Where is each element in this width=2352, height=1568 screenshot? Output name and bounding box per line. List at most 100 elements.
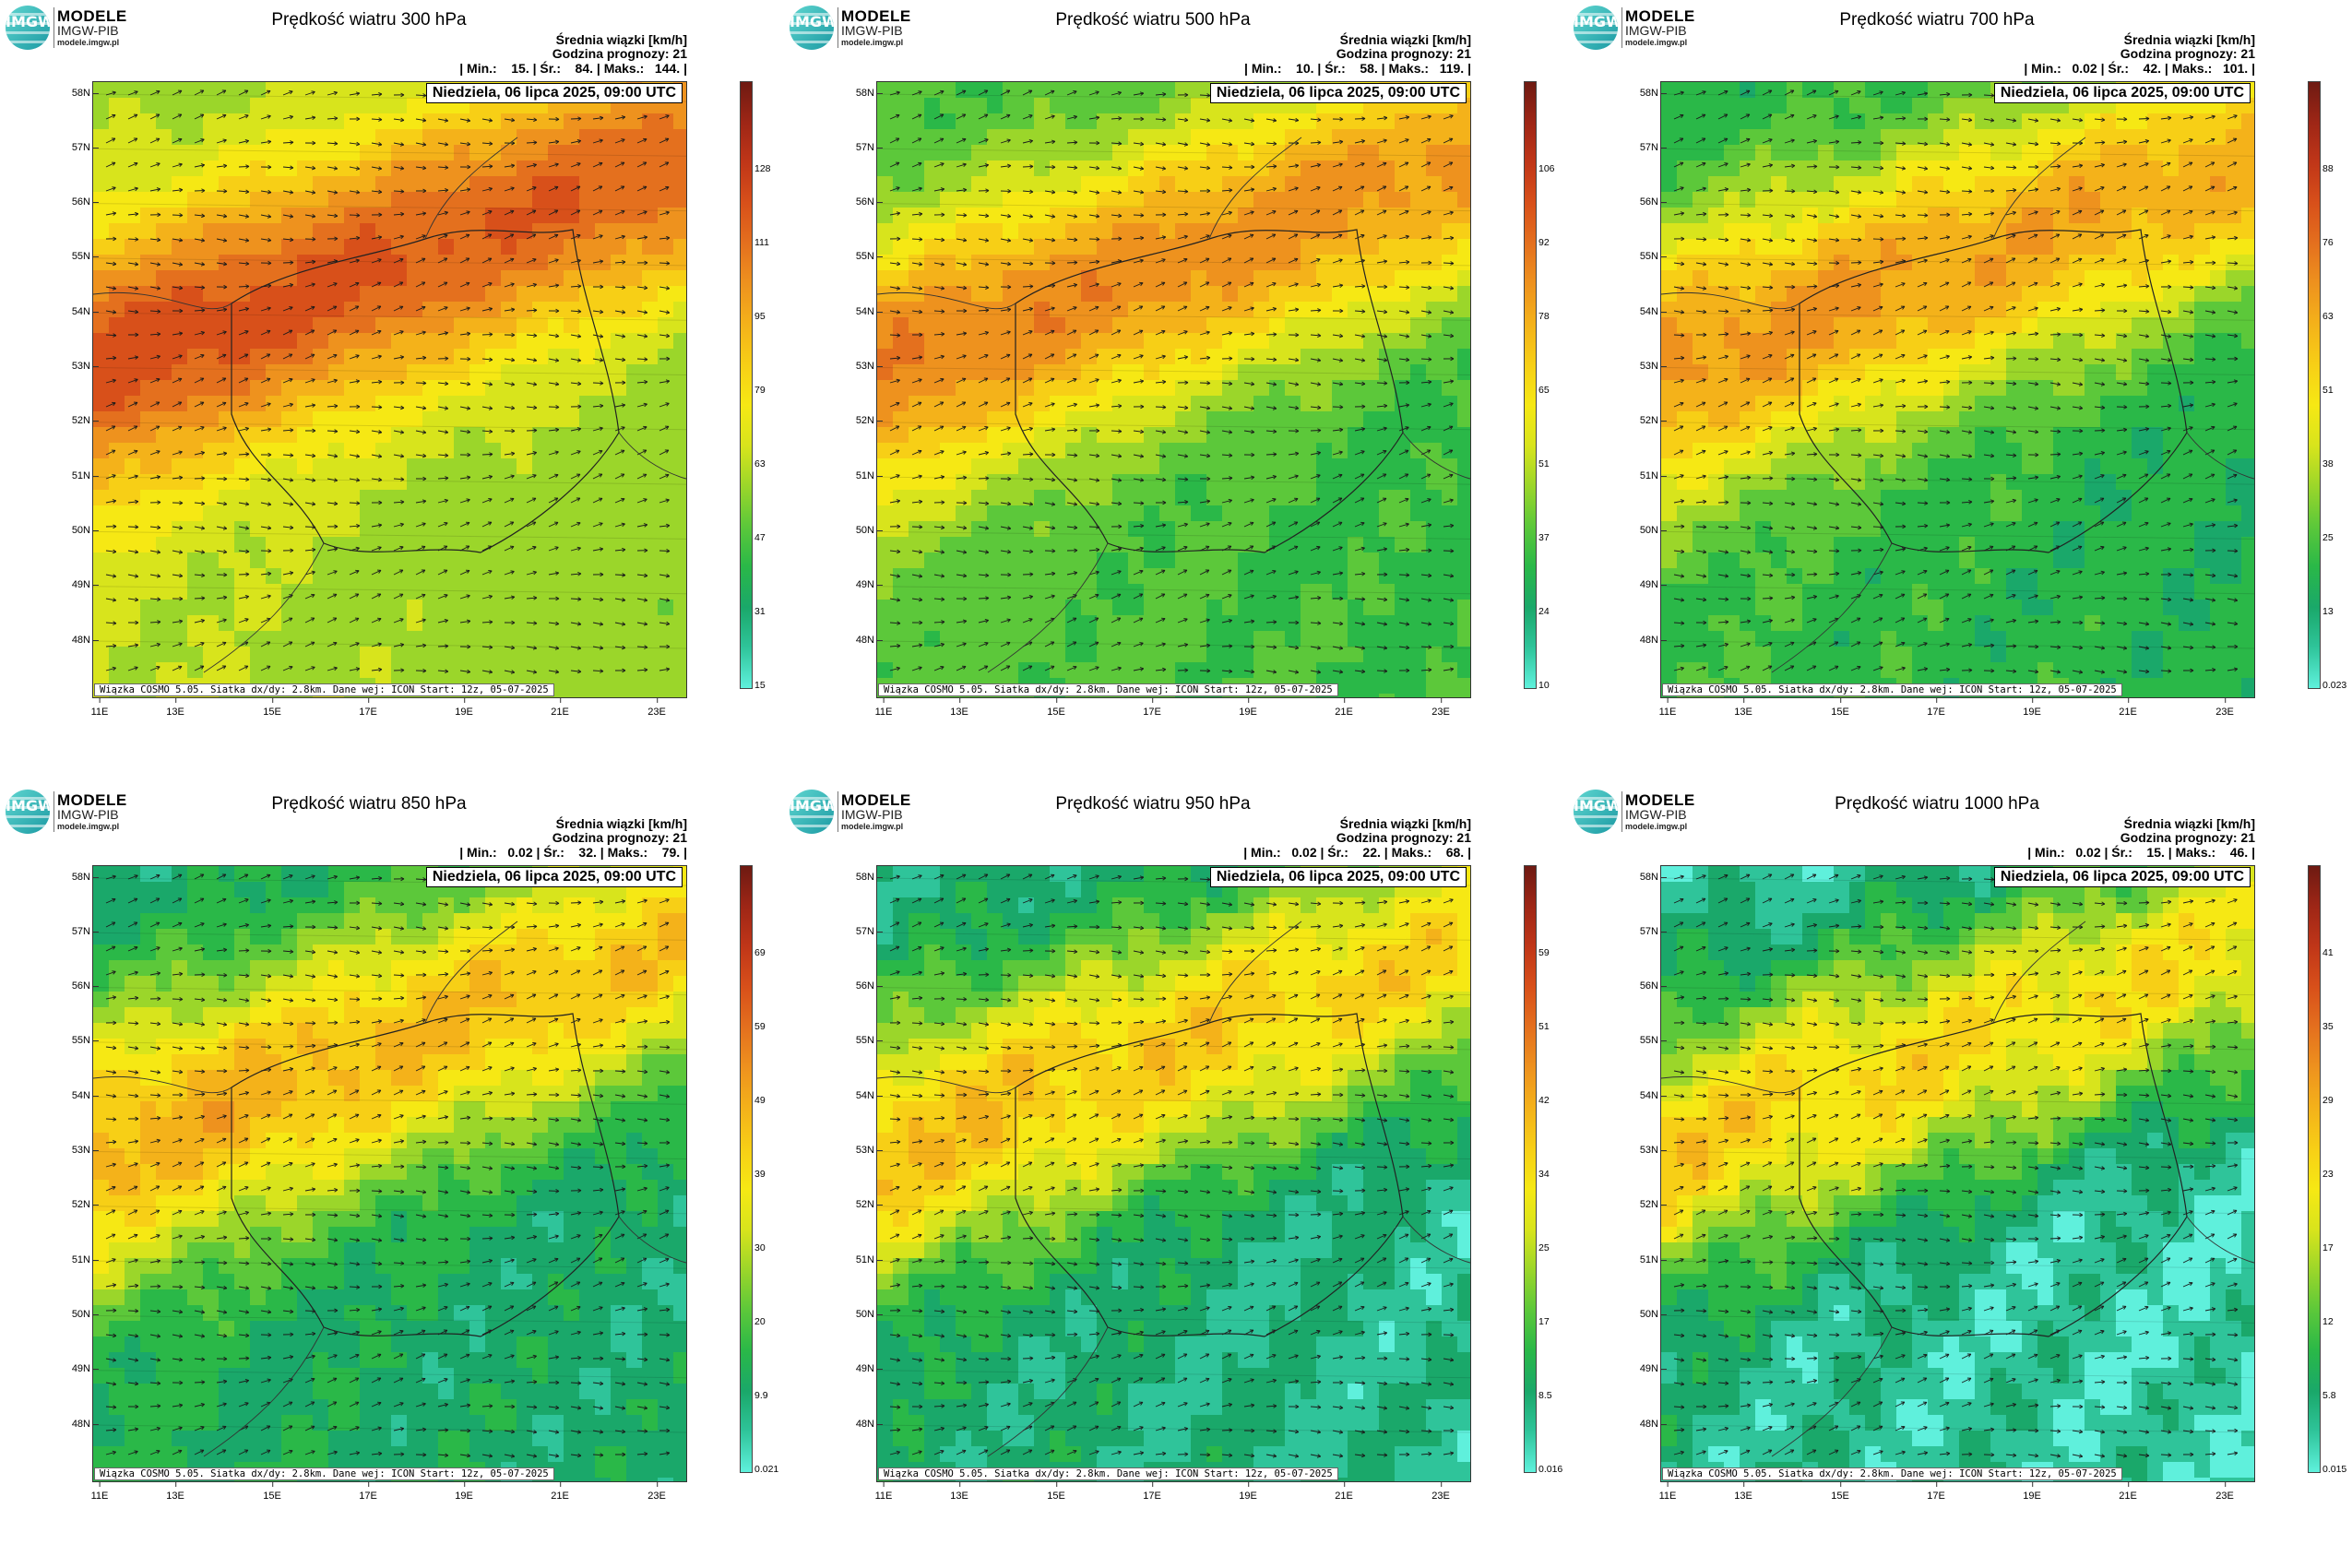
wind-arrow <box>1895 1238 1906 1241</box>
wind-arrow <box>349 1286 361 1289</box>
wind-arrow <box>105 334 117 337</box>
wind-arrow <box>238 1449 249 1455</box>
wind-arrow <box>548 382 559 386</box>
wind-arrow <box>282 1401 293 1408</box>
wind-arrow <box>1111 926 1123 929</box>
wind-arrow <box>1221 1041 1232 1048</box>
wind-arrow <box>282 90 293 96</box>
wind-arrow <box>2160 497 2171 504</box>
wind-arrow <box>2027 1306 2038 1312</box>
map-field <box>1661 82 2254 697</box>
wind-arrow <box>889 449 900 456</box>
wind-arrow <box>393 618 404 624</box>
wind-arrow <box>1762 401 1773 408</box>
wind-arrow <box>1872 1137 1883 1144</box>
wind-arrow <box>2049 1066 2061 1072</box>
colorbar-tick: 88 <box>2322 163 2334 174</box>
wind-arrow <box>1983 166 1994 169</box>
wind-arrow <box>1917 617 1928 624</box>
wind-arrow <box>1044 899 1055 904</box>
wind-arrow <box>349 1377 360 1384</box>
wind-arrow <box>437 430 448 434</box>
wind-arrow <box>1695 897 1706 904</box>
wind-arrow <box>978 113 989 120</box>
wind-arrow <box>1133 1089 1144 1096</box>
longitude-label: 15E <box>263 697 281 718</box>
wind-arrow <box>1784 1022 1795 1026</box>
wind-arrow <box>282 166 293 169</box>
wind-arrow <box>978 1210 989 1216</box>
latitude-label: 58N <box>855 872 884 883</box>
wind-arrow <box>327 282 338 288</box>
wind-arrow <box>1762 89 1773 96</box>
wind-arrow <box>2204 1142 2216 1145</box>
wind-arrow <box>149 574 160 577</box>
wind-arrow <box>659 334 670 337</box>
wind-arrow <box>437 1190 448 1194</box>
wind-arrow <box>437 454 448 457</box>
wind-arrow <box>1310 118 1321 121</box>
wind-arrow <box>371 166 382 170</box>
logo-org: IMGW-PIB <box>1625 23 1687 38</box>
wind-arrow <box>1133 1452 1144 1455</box>
wind-arrow <box>327 1089 338 1096</box>
wind-arrow <box>1177 644 1188 647</box>
wind-arrow <box>1044 1286 1055 1289</box>
wind-arrow <box>1717 874 1728 880</box>
wind-arrow <box>1983 1090 1994 1096</box>
wind-arrow <box>1354 118 1366 120</box>
wind-arrow <box>2005 477 2017 480</box>
wind-arrow <box>1243 406 1254 410</box>
wind-arrow <box>282 306 293 312</box>
wind-arrow <box>1917 214 1929 217</box>
wind-arrow <box>1288 646 1299 649</box>
wind-arrow <box>592 946 603 952</box>
wind-arrow <box>1376 1166 1388 1169</box>
wind-arrow <box>1762 922 1773 928</box>
wind-arrow <box>911 574 922 577</box>
wind-arrow <box>1983 212 1994 216</box>
wind-arrow <box>105 1070 116 1074</box>
colorbar <box>740 81 753 689</box>
wind-arrow <box>393 569 404 576</box>
wind-arrow <box>105 1284 116 1288</box>
wind-arrow <box>437 1041 448 1048</box>
latitude-label: 51N <box>855 1254 884 1265</box>
wind-arrow <box>349 668 360 671</box>
wind-arrow <box>149 1139 160 1144</box>
wind-arrow <box>933 1094 945 1097</box>
wind-arrow <box>327 502 338 505</box>
wind-arrow <box>1022 526 1033 529</box>
wind-arrow <box>504 1282 515 1288</box>
wind-arrow <box>933 874 944 880</box>
wind-arrow <box>1066 90 1077 96</box>
wind-arrow <box>1044 1310 1055 1313</box>
wind-arrow <box>614 969 625 976</box>
wind-arrow <box>194 1185 205 1192</box>
wind-arrow <box>526 164 537 168</box>
wind-arrow <box>1939 974 1950 977</box>
wind-arrow <box>1420 498 1431 504</box>
wind-arrow <box>282 1113 293 1120</box>
wind-arrow <box>1420 1118 1431 1122</box>
wind-arrow <box>592 1118 603 1122</box>
wind-arrow <box>911 1140 922 1144</box>
wind-arrow <box>1177 1190 1188 1193</box>
wind-arrow <box>149 1070 160 1074</box>
wind-arrow <box>1111 430 1123 433</box>
wind-arrow <box>1420 574 1431 576</box>
wind-arrow <box>127 1094 138 1097</box>
wind-arrow <box>526 209 537 216</box>
wind-arrow <box>149 425 160 432</box>
wind-arrow <box>1740 666 1751 671</box>
wind-arrow <box>194 502 205 505</box>
wind-arrow <box>1332 1017 1343 1024</box>
wind-arrow <box>481 453 493 456</box>
wind-arrow <box>415 118 426 122</box>
wind-arrow <box>1939 1427 1950 1431</box>
wind-arrow <box>1895 901 1907 904</box>
wind-arrow <box>1673 286 1684 290</box>
wind-arrow <box>2005 406 2016 410</box>
wind-arrow <box>415 500 426 504</box>
wind-arrow <box>105 114 116 120</box>
